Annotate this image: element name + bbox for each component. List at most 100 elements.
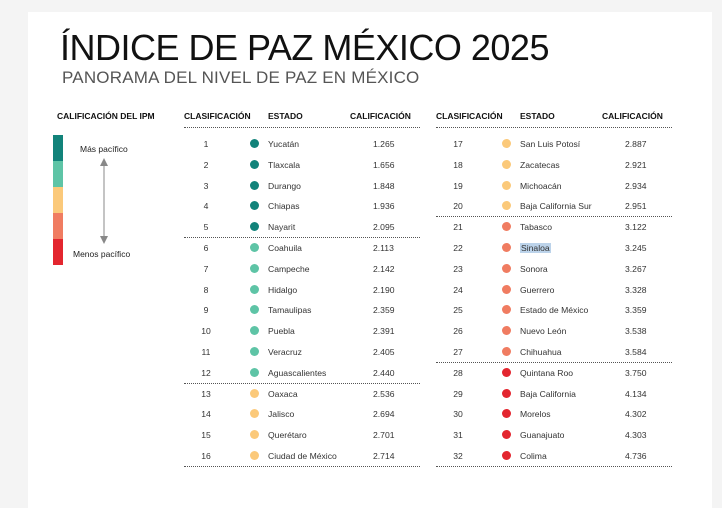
table-row: 19 Michoacán 2.934 [436,176,672,196]
table-row: 29 Baja California 4.134 [436,384,672,404]
table-row: 2 Tlaxcala 1.656 [184,155,420,175]
state-cell: Campeche [268,264,310,274]
rank-cell: 14 [201,409,211,420]
tier-separator [436,216,672,218]
tier-dot-icon [250,430,259,440]
tier-dot-icon [502,263,511,273]
state-cell: Veracruz [268,347,302,357]
table-row: 3 Durango 1.848 [184,176,420,196]
score-cell: 3.122 [625,222,647,233]
state-name: Oaxaca [268,388,298,399]
col-header-score: CALIFICACIÓN [350,111,411,121]
tier-dot-icon [502,180,511,190]
state-name: Tamaulipas [268,305,312,316]
table-row: 9 Tamaulipas 2.359 [184,300,420,320]
rank-cell: 18 [453,159,463,170]
state-cell: Oaxaca [268,389,298,399]
rank-cell: 13 [201,388,211,399]
tier-dot-icon [250,305,259,315]
state-cell: Puebla [268,326,295,336]
tier-dot-icon [250,180,259,190]
state-cell: San Luis Potosí [520,139,580,149]
score-cell: 4.736 [625,451,647,461]
rank-cell: 31 [453,430,463,441]
rank-cell: 21 [453,222,463,233]
header-rule [436,127,672,128]
state-name: Chiapas [268,201,300,212]
state-name: Quintana Roo [520,367,574,378]
table-row: 28 Quintana Roo 3.750 [436,363,672,383]
table-row: 5 Nayarit 2.095 [184,217,420,237]
rank-cell: 22 [453,243,463,253]
score-cell: 2.887 [625,139,647,149]
score-cell: 2.440 [373,367,395,378]
state-name: Sinaloa [520,243,551,253]
tier-dot-icon [250,159,259,169]
rank-cell: 5 [203,222,209,233]
state-name: Tlaxcala [268,159,300,170]
rank-cell: 3 [203,180,209,191]
table-row: 14 Jalisco 2.694 [184,404,420,424]
rank-cell: 17 [453,139,463,149]
table-row: 32 Colima 4.736 [436,446,672,466]
score-cell: 2.113 [373,243,394,253]
rank-cell: 16 [201,451,211,461]
tier-dot-icon [250,409,259,419]
tier-dot-icon [502,305,511,315]
table-row: 23 Sonora 3.267 [436,259,672,279]
state-cell: Quintana Roo [520,368,573,378]
score-cell: 3.267 [625,263,647,274]
state-name: Chihuahua [520,347,562,357]
state-name: Nuevo León [520,326,567,337]
state-cell: Ciudad de México [268,451,337,461]
table-row: 6 Coahuila 2.113 [184,238,420,258]
score-cell: 1.936 [373,201,395,212]
table-row: 18 Zacatecas 2.921 [436,155,672,175]
rank-cell: 8 [203,284,209,295]
tier-dot-icon [250,222,259,232]
state-cell: Coahuila [268,243,302,253]
state-cell: Yucatán [268,139,299,149]
tier-dot-icon [502,243,511,252]
tier-dot-icon [502,326,511,336]
state-name: Sonora [520,263,548,274]
score-cell: 2.142 [373,263,395,274]
rank-cell: 28 [453,367,463,378]
score-cell: 2.714 [373,451,395,461]
score-cell: 2.095 [373,222,395,233]
score-cell: 3.584 [625,347,647,357]
table-row: 26 Nuevo León 3.538 [436,321,672,341]
table-row: 20 Baja California Sur 2.951 [436,196,672,216]
table-row: 27 Chihuahua 3.584 [436,342,672,362]
state-cell: Guanajuato [520,430,564,440]
state-cell: Nayarit [268,222,295,232]
rank-cell: 4 [203,201,209,212]
state-cell: Tabasco [520,222,552,232]
score-cell: 2.934 [625,180,647,191]
rank-cell: 24 [453,284,463,295]
state-cell: Querétaro [268,430,307,440]
score-cell: 2.536 [373,388,395,399]
state-cell: Morelos [520,409,551,419]
rank-cell: 32 [453,451,463,461]
legend-swatch-5 [53,239,63,265]
page-subtitle: PANORAMA DEL NIVEL DE PAZ EN MÉXICO [62,68,420,87]
state-name: Baja California Sur [520,201,592,212]
table-row: 1 Yucatán 1.265 [184,134,420,154]
state-name: Morelos [520,409,551,420]
score-cell: 2.190 [373,284,395,295]
table-row: 24 Guerrero 3.328 [436,280,672,300]
legend-swatch-3 [53,187,63,213]
legend-title: CALIFICACIÓN DEL IPM [57,111,155,121]
state-cell: Guerrero [520,285,554,295]
table-row: 30 Morelos 4.302 [436,404,672,424]
tier-separator [184,465,420,467]
rank-cell: 30 [453,409,463,420]
table-row: 10 Puebla 2.391 [184,321,420,341]
score-cell: 1.656 [373,159,395,170]
state-cell: Aguascalientes [268,368,326,378]
score-cell: 1.265 [373,139,395,149]
state-cell: Chihuahua [520,347,562,357]
table-row: 15 Querétaro 2.701 [184,425,420,445]
double-arrow-icon [100,158,108,244]
